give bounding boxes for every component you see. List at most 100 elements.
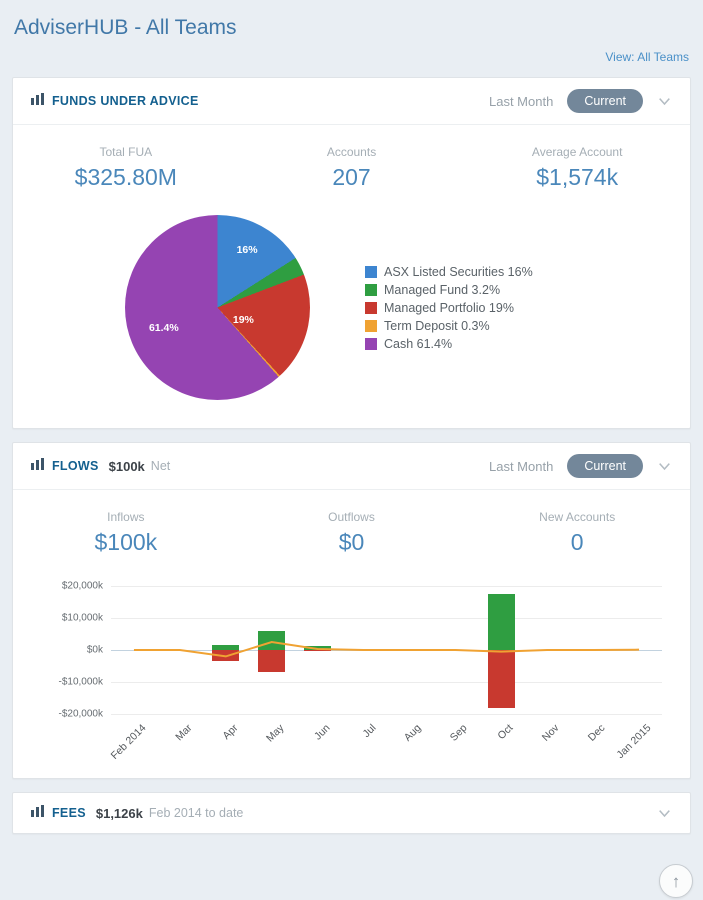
gridline bbox=[111, 714, 662, 715]
fees-period-note: Feb 2014 to date bbox=[148, 806, 244, 820]
flows-period-current-button[interactable]: Current bbox=[567, 454, 643, 478]
x-axis-label: Jun bbox=[311, 722, 333, 743]
legend-label: Managed Portfolio 19% bbox=[384, 300, 514, 315]
flows-card-title: FLOWS bbox=[52, 459, 99, 473]
x-axis-label: May bbox=[263, 722, 287, 745]
stat-label: Accounts bbox=[326, 145, 377, 159]
pie-legend: ASX Listed Securities 16% Managed Fund 3… bbox=[365, 261, 533, 355]
x-axis-label: Nov bbox=[539, 722, 562, 744]
bar-chart-icon bbox=[31, 92, 44, 110]
stat-value: 0 bbox=[570, 529, 584, 555]
net-flow-line bbox=[133, 640, 640, 658]
page-title: AdviserHUB - All Teams bbox=[14, 16, 237, 39]
outflow-bar bbox=[304, 650, 332, 652]
x-axis-label: Oct bbox=[495, 722, 516, 743]
bar-chart-icon bbox=[31, 804, 44, 822]
stat-label: Average Account bbox=[531, 145, 623, 159]
flows-net-label: Net bbox=[150, 459, 171, 473]
gridline bbox=[111, 618, 662, 619]
fua-pie-section: 16% 19% 61.4% ASX Listed Securities 16% … bbox=[13, 199, 690, 428]
chevron-down-icon bbox=[659, 463, 670, 471]
legend-label: Term Deposit 0.3% bbox=[384, 318, 490, 333]
fees-card-title: FEES bbox=[52, 806, 86, 820]
fua-card-header: FUNDS UNDER ADVICE Last Month Current bbox=[13, 78, 690, 125]
inflow-bar bbox=[258, 630, 286, 650]
flows-x-axis: Feb 2014 Mar Apr May Jun Jul Aug Sep Oct Nov Dec Ja… bbox=[108, 714, 662, 776]
outflow-bar bbox=[487, 650, 515, 708]
y-axis-label: $10,000k bbox=[61, 612, 103, 624]
gridline bbox=[111, 586, 662, 587]
legend-item: Cash 61.4% bbox=[365, 337, 533, 351]
x-axis-label: Apr bbox=[220, 722, 241, 743]
legend-swatch bbox=[365, 283, 377, 296]
legend-label: Cash 61.4% bbox=[384, 336, 453, 351]
x-axis-label: Dec bbox=[585, 722, 608, 744]
pie-slice-label: 61.4% bbox=[148, 321, 179, 334]
fees-card: FEES $1,126k Feb 2014 to date bbox=[12, 792, 691, 834]
inflow-bar bbox=[487, 594, 515, 650]
pie-chart-wrap: 16% 19% 61.4% bbox=[125, 215, 310, 400]
legend-swatch bbox=[365, 319, 377, 332]
pie-slice-label: 16% bbox=[236, 244, 258, 257]
legend-item: Managed Portfolio 19% bbox=[365, 301, 533, 315]
flows-collapse-button[interactable] bbox=[657, 460, 672, 472]
fua-period-last-month[interactable]: Last Month bbox=[488, 93, 554, 109]
stat-value: $100k bbox=[94, 529, 158, 555]
flows-net-value: $100k bbox=[108, 458, 145, 474]
stat-label: Outflows bbox=[328, 510, 375, 524]
stat-label: Total FUA bbox=[99, 145, 153, 159]
fua-stats-row: Total FUA $325.80M Accounts 207 Average … bbox=[13, 125, 690, 199]
fua-collapse-button[interactable] bbox=[657, 95, 672, 107]
stat-value: $0 bbox=[338, 529, 365, 555]
legend-item: ASX Listed Securities 16% bbox=[365, 265, 533, 279]
pie-chart bbox=[125, 215, 310, 400]
inflow-bar bbox=[212, 645, 240, 650]
stat-label: New Accounts bbox=[539, 510, 616, 524]
legend-swatch bbox=[365, 337, 377, 350]
fua-period-current-button[interactable]: Current bbox=[567, 89, 643, 113]
y-axis-label: $0k bbox=[86, 644, 103, 656]
gridline bbox=[111, 682, 662, 683]
x-axis-label: Jul bbox=[360, 722, 379, 740]
page-header: AdviserHUB - All Teams bbox=[0, 0, 703, 40]
chevron-down-icon bbox=[659, 98, 670, 106]
fees-card-header: FEES $1,126k Feb 2014 to date bbox=[13, 793, 690, 833]
stat-average-account: Average Account $1,574k bbox=[464, 145, 690, 191]
stat-label: Inflows bbox=[107, 510, 145, 524]
legend-item: Managed Fund 3.2% bbox=[365, 283, 533, 297]
stat-total-fua: Total FUA $325.80M bbox=[13, 145, 239, 191]
flows-period-last-month[interactable]: Last Month bbox=[488, 458, 554, 474]
x-axis-label: Sep bbox=[448, 722, 470, 744]
y-axis-label: $20,000k bbox=[61, 580, 103, 592]
x-axis-label: Feb 2014 bbox=[108, 722, 149, 762]
x-axis-label: Jan 2015 bbox=[614, 722, 654, 762]
outflow-bar bbox=[258, 650, 286, 673]
chevron-down-icon bbox=[659, 810, 670, 818]
flows-chart-area: $20,000k $10,000k $0k -$10,000k -$20,000k Fe… bbox=[13, 564, 690, 778]
stat-value: $325.80M bbox=[74, 164, 177, 190]
stat-accounts: Accounts 207 bbox=[239, 145, 465, 191]
stat-value: $1,574k bbox=[536, 164, 619, 190]
fua-card-title: FUNDS UNDER ADVICE bbox=[52, 94, 199, 108]
x-axis-label: Aug bbox=[402, 722, 424, 744]
scroll-to-top-button[interactable]: ↑ bbox=[659, 864, 693, 898]
x-axis-label: Mar bbox=[173, 722, 195, 744]
legend-swatch bbox=[365, 301, 377, 314]
legend-label: Managed Fund 3.2% bbox=[384, 282, 501, 297]
pie-slice-label: 19% bbox=[232, 314, 254, 327]
view-all-teams-link[interactable]: View: All Teams bbox=[605, 50, 689, 64]
legend-swatch bbox=[365, 265, 377, 278]
flows-card: FLOWS $100k Net Last Month Current Inflo… bbox=[12, 442, 691, 779]
y-axis-label: -$10,000k bbox=[58, 676, 103, 688]
y-axis-label: -$20,000k bbox=[58, 708, 103, 720]
flows-card-header: FLOWS $100k Net Last Month Current bbox=[13, 443, 690, 490]
funds-under-advice-card: FUNDS UNDER ADVICE Last Month Current To… bbox=[12, 77, 691, 429]
flows-bar-chart: $20,000k $10,000k $0k -$10,000k -$20,000k bbox=[59, 581, 662, 720]
stat-new-accounts: New Accounts 0 bbox=[464, 510, 690, 556]
bar-chart-icon bbox=[31, 457, 44, 475]
flows-stats-row: Inflows $100k Outflows $0 New Accounts 0 bbox=[13, 490, 690, 564]
fees-collapse-button[interactable] bbox=[657, 807, 672, 819]
fees-value: $1,126k bbox=[95, 805, 143, 821]
stat-value: 207 bbox=[332, 164, 371, 190]
legend-item: Term Deposit 0.3% bbox=[365, 319, 533, 333]
